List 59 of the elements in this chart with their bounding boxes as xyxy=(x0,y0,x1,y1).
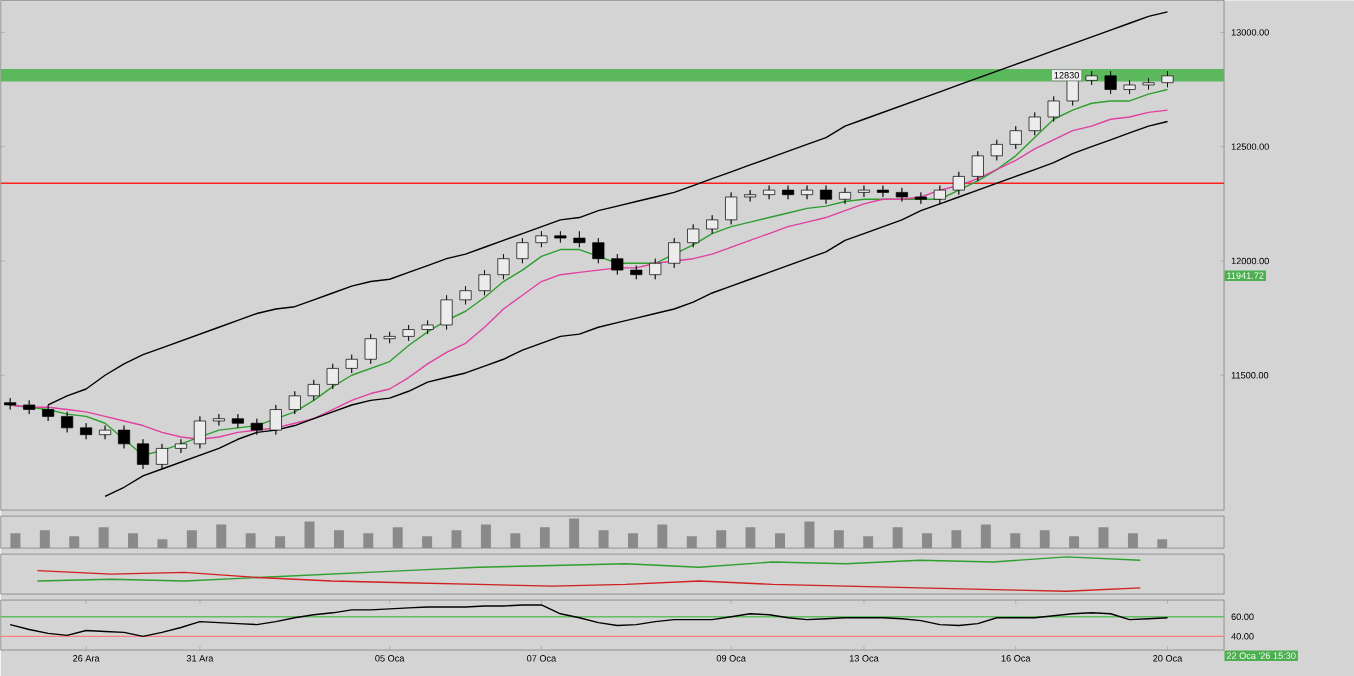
candlestick xyxy=(250,418,263,436)
candlestick xyxy=(952,171,965,196)
candlestick xyxy=(668,237,681,269)
candlestick xyxy=(80,422,93,440)
candlestick xyxy=(136,438,150,470)
candlestick xyxy=(1009,125,1022,150)
candlestick xyxy=(1047,96,1060,122)
candlestick xyxy=(231,413,244,429)
candlestick xyxy=(402,324,415,342)
candlestick xyxy=(421,320,434,335)
candlestick xyxy=(288,390,301,415)
candlestick xyxy=(706,214,719,234)
candlestick xyxy=(744,189,757,202)
candlestick xyxy=(876,185,889,198)
candlestick xyxy=(573,230,586,248)
candlestick xyxy=(516,237,529,264)
candlestick xyxy=(914,192,927,205)
candlestick xyxy=(971,150,984,182)
candlestick xyxy=(838,187,852,205)
candlestick xyxy=(725,192,738,225)
candlestick xyxy=(345,354,358,374)
candlestick xyxy=(1161,70,1174,88)
candlestick xyxy=(326,363,339,390)
candlestick xyxy=(857,185,870,198)
candlestick xyxy=(1028,112,1041,136)
candlestick xyxy=(990,139,1003,161)
candlestick xyxy=(459,285,472,305)
candlestick xyxy=(933,185,946,205)
candlestick xyxy=(611,253,624,276)
candlestick xyxy=(212,413,225,426)
candlestick xyxy=(364,333,377,365)
candlestick xyxy=(99,425,112,440)
candlestick xyxy=(497,253,510,280)
candlestick xyxy=(687,224,700,248)
candlestick xyxy=(592,237,605,264)
candlestick xyxy=(269,404,282,436)
candlestick xyxy=(61,411,74,433)
candlestick xyxy=(440,294,453,330)
candlestick xyxy=(174,438,187,454)
candlestick xyxy=(23,400,36,415)
candlestick xyxy=(193,416,206,449)
candlestick xyxy=(118,425,131,449)
candlestick xyxy=(763,185,776,200)
candlestick xyxy=(307,379,320,401)
candlestick xyxy=(1104,70,1117,95)
candlestick xyxy=(478,269,491,296)
candlestick xyxy=(801,185,814,200)
candlestick xyxy=(155,443,169,470)
candlestick xyxy=(649,258,662,280)
candlestick xyxy=(782,185,795,200)
candlestick xyxy=(819,185,833,205)
candlestick xyxy=(4,397,17,410)
candlestick xyxy=(895,187,908,202)
candlestick xyxy=(630,265,643,280)
candlestick xyxy=(1123,80,1136,95)
candlestick xyxy=(535,230,548,248)
candlestick xyxy=(554,230,567,244)
candlestick xyxy=(1142,77,1155,90)
candlestick xyxy=(383,331,396,344)
